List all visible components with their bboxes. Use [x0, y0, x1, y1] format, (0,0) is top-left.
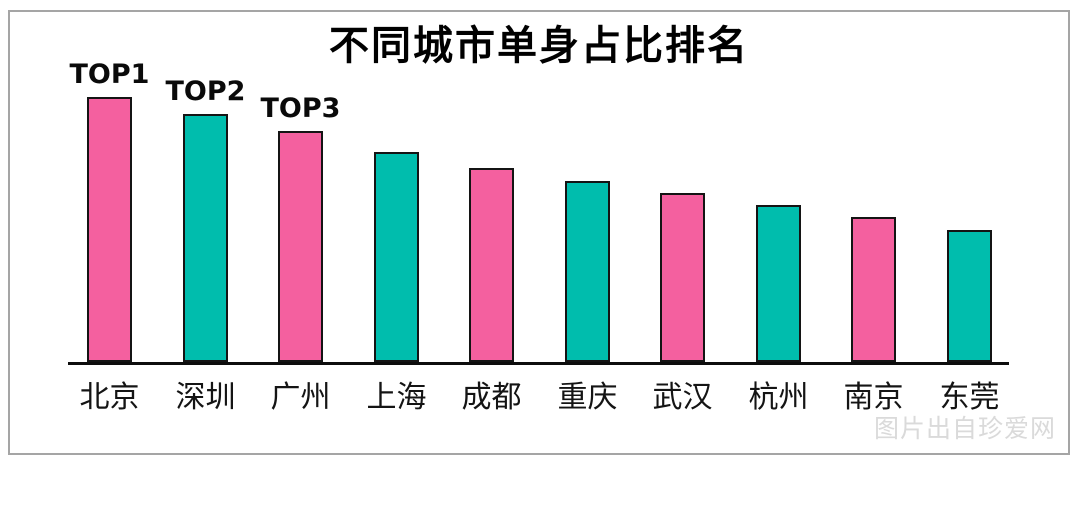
chart-frame: 不同城市单身占比排名 北京 深圳 广州 上海 成都 重庆 武汉 杭州 南京 东莞 TOP1 TOP2 T… [8, 10, 1070, 455]
category-label: 深圳 [175, 380, 236, 415]
category-label: 广州 [270, 380, 331, 415]
bar-1-北京 [87, 97, 132, 362]
x-axis-line [68, 362, 1009, 365]
top-rank-label: TOP2 [165, 76, 246, 107]
bar-2-深圳 [183, 114, 228, 362]
bar-9-南京 [851, 217, 896, 362]
category-label: 上海 [366, 380, 427, 415]
category-label: 重庆 [557, 380, 618, 415]
bar-8-杭州 [756, 205, 801, 362]
plot-area: 北京 深圳 广州 上海 成都 重庆 武汉 杭州 南京 东莞 TOP1 TOP2 TOP3 [10, 12, 1068, 453]
bar-3-广州 [278, 131, 323, 362]
category-label: 东莞 [939, 380, 1000, 415]
chart-title: 不同城市单身占比排名 [329, 23, 749, 69]
category-label: 武汉 [652, 380, 713, 415]
category-label: 北京 [79, 380, 140, 415]
category-label: 南京 [843, 380, 904, 415]
bar-7-武汉 [660, 193, 705, 362]
bar-4-上海 [374, 152, 419, 362]
bar-6-重庆 [565, 181, 610, 362]
watermark: 图片出自珍爱网 [873, 414, 1056, 443]
top-rank-label: TOP1 [69, 59, 150, 90]
top-rank-label: TOP3 [260, 93, 341, 124]
bar-10-东莞 [947, 230, 992, 362]
category-label: 成都 [461, 380, 522, 415]
bar-5-成都 [469, 168, 514, 362]
category-label: 杭州 [748, 380, 809, 415]
